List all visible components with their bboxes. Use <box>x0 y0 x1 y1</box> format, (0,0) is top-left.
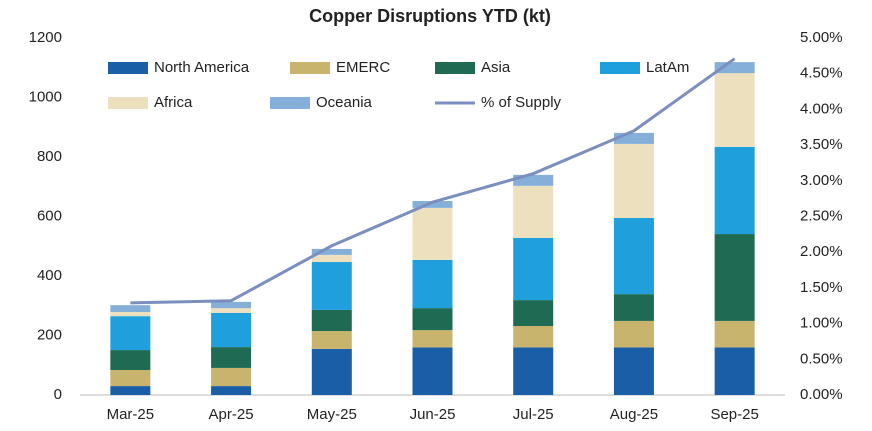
bar-segment <box>714 234 755 321</box>
bar-segment <box>714 62 755 74</box>
x-tick-label: Jul-25 <box>513 406 554 423</box>
legend-label: North America <box>154 59 250 76</box>
bar-segment <box>211 301 252 309</box>
y2-tick-label: 3.50% <box>800 136 843 153</box>
bar-segment <box>311 262 352 310</box>
x-tick-label: Apr-25 <box>209 406 254 423</box>
bar-segment <box>513 174 554 186</box>
legend-swatch <box>435 62 475 74</box>
legend-swatch <box>108 97 148 109</box>
y-tick-label: 0 <box>54 386 62 403</box>
legend-swatch <box>290 62 330 74</box>
y2-tick-label: 2.00% <box>800 243 843 260</box>
bar-segment <box>513 347 554 395</box>
y2-tick-label: 5.00% <box>800 29 843 46</box>
bar-segment <box>613 132 654 144</box>
x-tick-label: May-25 <box>307 406 357 423</box>
x-tick-label: Aug-25 <box>610 406 658 423</box>
bar-segment <box>412 201 453 208</box>
y2-tick-label: 4.50% <box>800 65 843 82</box>
y2-tick-label: 1.00% <box>800 315 843 332</box>
bar-segment <box>211 367 252 387</box>
bar-segment <box>311 309 352 332</box>
bar-segment <box>714 347 755 395</box>
bar-segment <box>513 185 554 238</box>
y2-tick-label: 4.00% <box>800 100 843 117</box>
legend-label: % of Supply <box>481 94 562 111</box>
y-tick-label: 600 <box>37 207 62 224</box>
bar-segment <box>412 259 453 309</box>
legend-swatch <box>270 97 310 109</box>
y-tick-label: 400 <box>37 267 62 284</box>
bar-segment <box>211 386 252 395</box>
y2-tick-label: 1.50% <box>800 279 843 296</box>
legend-label: Asia <box>481 59 511 76</box>
bar-segment <box>211 308 252 313</box>
bar-segment <box>714 146 755 235</box>
x-tick-label: Mar-25 <box>107 406 155 423</box>
legend-label: LatAm <box>646 59 689 76</box>
bar-segment <box>412 330 453 348</box>
bar-segment <box>110 305 151 312</box>
bar-segment <box>311 248 352 255</box>
y-tick-label: 200 <box>37 326 62 343</box>
bar-segment <box>714 320 755 348</box>
bar-segment <box>311 254 352 263</box>
legend-label: EMERC <box>336 59 390 76</box>
x-tick-label: Sep-25 <box>710 406 758 423</box>
bar-segment <box>412 347 453 395</box>
bar-segment <box>513 237 554 301</box>
y2-tick-label: 2.50% <box>800 207 843 224</box>
legend-label: Africa <box>154 94 193 111</box>
bar-segment <box>412 207 453 260</box>
bar-segment <box>714 73 755 147</box>
supply-line <box>130 57 736 305</box>
bar-segment <box>110 311 151 317</box>
legend-swatch <box>108 62 148 74</box>
y2-tick-label: 0.50% <box>800 350 843 367</box>
bar-segment <box>110 316 151 351</box>
bar-segment <box>613 347 654 395</box>
bar-segment <box>613 294 654 321</box>
bar-segment <box>513 300 554 326</box>
y2-tick-label: 3.00% <box>800 172 843 189</box>
x-tick-label: Jun-25 <box>410 406 456 423</box>
bar-segment <box>211 312 252 348</box>
bar-segment <box>110 386 151 395</box>
bar-segment <box>613 320 654 348</box>
bar-segment <box>613 143 654 218</box>
bar-segment <box>412 308 453 331</box>
bar-segment <box>110 370 151 387</box>
y2-tick-label: 0.00% <box>800 386 843 403</box>
legend-label: Oceania <box>316 94 373 111</box>
bar-segment <box>613 217 654 295</box>
bar-segment <box>211 347 252 368</box>
bar-segment <box>513 325 554 348</box>
bar-segment <box>311 331 352 349</box>
y-tick-label: 800 <box>37 148 62 165</box>
bar-segment <box>110 350 151 371</box>
legend-swatch <box>600 62 640 74</box>
y-tick-label: 1000 <box>29 88 62 105</box>
y-tick-label: 1200 <box>29 29 62 46</box>
chart-title: Copper Disruptions YTD (kt) <box>309 6 551 26</box>
bar-segment <box>311 348 352 395</box>
